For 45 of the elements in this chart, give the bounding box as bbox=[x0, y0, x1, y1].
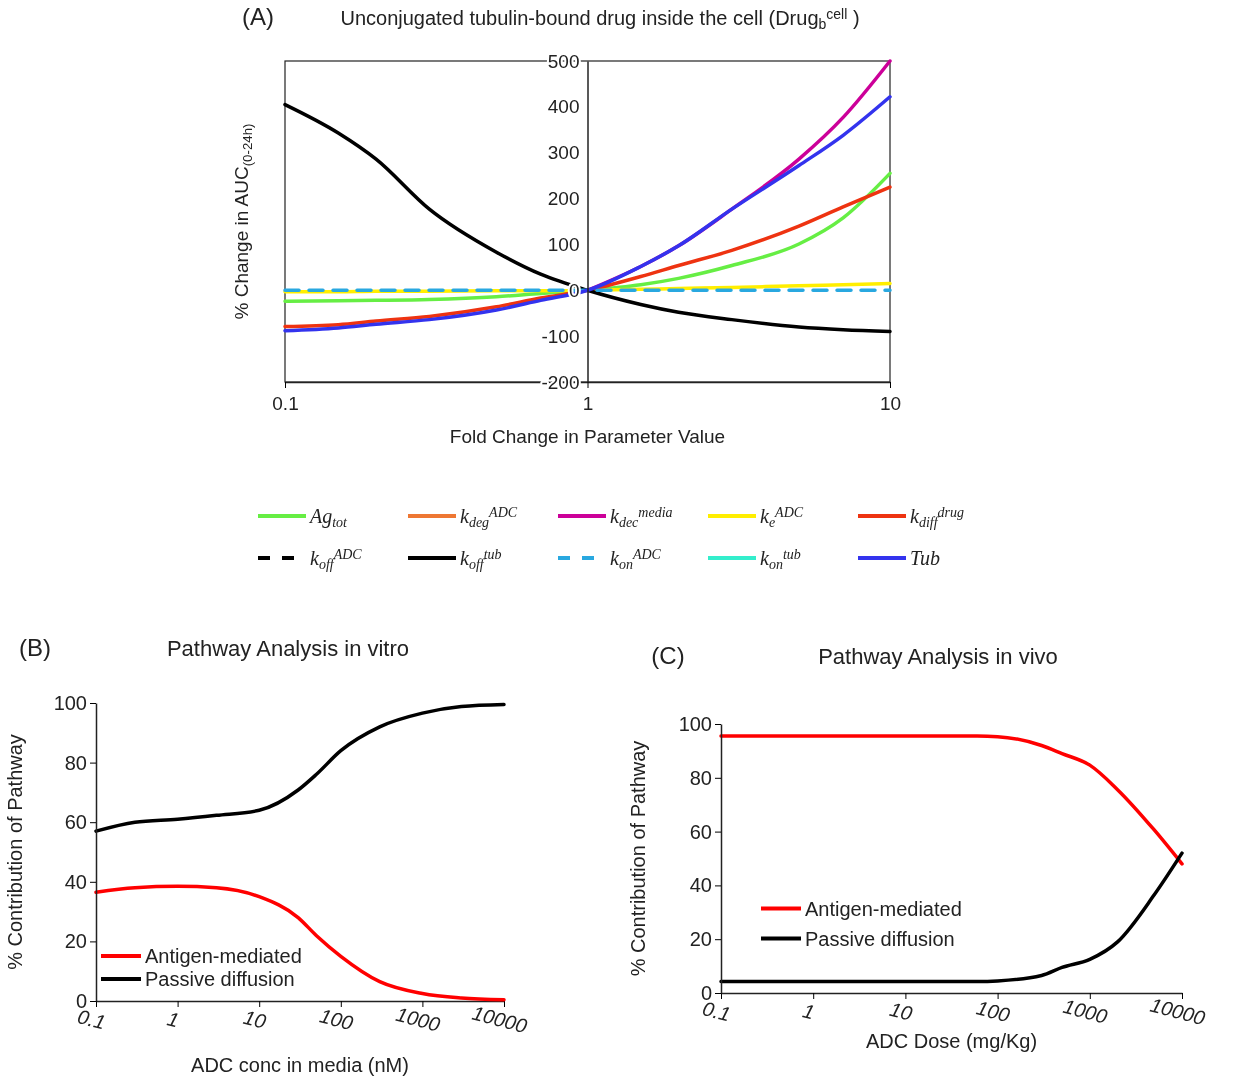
x-axis-title: Fold Change in Parameter Value bbox=[449, 426, 726, 447]
y-tick-label: 80 bbox=[689, 766, 712, 789]
x-axis-title: ADC conc in media (nM) bbox=[191, 1054, 409, 1076]
chart-title: Unconjugated tubulin-bound drug inside the cell (Drug$_{b}$$^{cell}$ ) bbox=[340, 5, 860, 33]
text: (A) bbox=[242, 3, 274, 30]
legend-label: Tub bbox=[910, 547, 941, 569]
y-tick-label: 80 bbox=[64, 751, 87, 774]
x-tick-label: 100 bbox=[317, 1004, 356, 1035]
x-tick-label: 1000 bbox=[1061, 994, 1110, 1028]
x-tick-label: 100 bbox=[974, 996, 1013, 1027]
y-tick-label: 400 bbox=[547, 96, 580, 118]
x-tick-label: 1 bbox=[582, 393, 594, 414]
legend-label: Passive diffusion bbox=[805, 927, 955, 950]
legend-label: Antigen-mediated bbox=[145, 945, 302, 967]
y-tick-label: 200 bbox=[547, 188, 580, 210]
y-tick-label: 20 bbox=[689, 928, 712, 951]
chart-title: Pathway Analysis in vivo bbox=[818, 644, 1058, 669]
x-tick-label: 1 bbox=[164, 1007, 182, 1032]
y-tick-label: 20 bbox=[64, 930, 87, 953]
x-tick-label: 1 bbox=[800, 999, 817, 1024]
x-tick-label: 10 bbox=[879, 393, 902, 414]
y-tick-label: -100 bbox=[541, 325, 580, 347]
y-tick-label: 40 bbox=[689, 874, 712, 897]
x-tick-label: 10 bbox=[887, 997, 915, 1025]
chart-title: Pathway Analysis in vitro bbox=[166, 636, 410, 661]
y-tick-label: 300 bbox=[547, 142, 580, 164]
legend-label: Passive diffusion bbox=[145, 968, 295, 990]
x-tick-label: 10000 bbox=[469, 1001, 530, 1038]
text: (B) bbox=[19, 634, 51, 661]
y-axis-title: % Contribution of Pathway bbox=[627, 740, 649, 977]
y-tick-label: 100 bbox=[547, 234, 580, 256]
y-axis-title: % Contribution of Pathway bbox=[4, 734, 26, 970]
text: (C) bbox=[651, 642, 685, 669]
legend-label: Ag$_{tot}$ bbox=[308, 505, 349, 531]
y-tick-label: 60 bbox=[689, 820, 712, 843]
legend-label: Antigen-mediated bbox=[805, 897, 962, 920]
x-tick-label: 10000 bbox=[1147, 993, 1208, 1030]
y-tick-label: 40 bbox=[64, 870, 87, 893]
y-tick-label: 60 bbox=[64, 811, 87, 834]
x-tick-label: 10 bbox=[241, 1005, 269, 1033]
x-tick-label: 1000 bbox=[393, 1002, 443, 1036]
y-tick-label: 100 bbox=[53, 691, 87, 714]
x-tick-label: 0.1 bbox=[272, 393, 299, 414]
x-axis-title: ADC Dose (mg/Kg) bbox=[865, 1030, 1038, 1052]
y-tick-label: 100 bbox=[678, 712, 712, 735]
